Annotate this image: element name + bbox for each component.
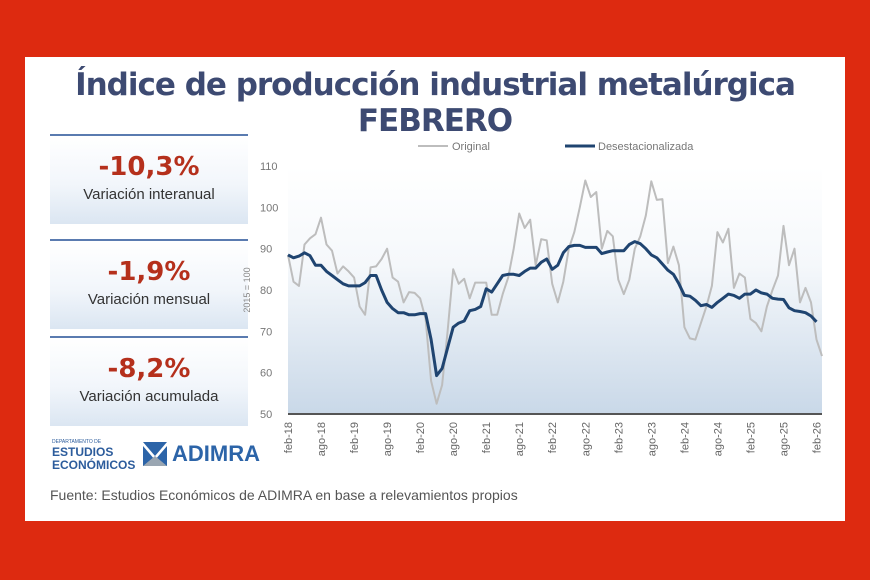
series-line-original [287, 179, 823, 405]
x-tick-label: ago-19 [382, 422, 394, 456]
legend-label: Original [452, 141, 490, 153]
kpi-value: -10,3% [98, 152, 200, 182]
x-tick-label: ago-18 [316, 422, 328, 456]
kpi-label: Variación acumulada [79, 388, 219, 405]
y-tick-label: 110 [260, 161, 278, 173]
y-tick-label: 80 [260, 285, 272, 297]
source-note: Fuente: Estudios Económicos de ADIMRA en… [50, 487, 518, 503]
x-tick-label: feb-23 [613, 422, 625, 453]
x-tick-label: ago-22 [580, 422, 592, 456]
x-tick-label: ago-23 [646, 422, 658, 456]
kpi-label: Variación interanual [83, 186, 215, 203]
x-tick-label: ago-24 [712, 422, 724, 456]
kpi-acumulada: -8,2% Variación acumulada [50, 336, 248, 426]
x-tick-label: ago-20 [448, 422, 460, 456]
x-tick-label: feb-20 [415, 422, 427, 453]
y-tick-label: 100 [260, 202, 278, 214]
kpi-mensual: -1,9% Variación mensual [50, 239, 248, 329]
x-tick-label: ago-25 [778, 422, 790, 456]
series-line-desestacionalizada [287, 240, 818, 378]
kpi-value: -8,2% [107, 354, 191, 384]
legend-label: Desestacionalizada [598, 141, 694, 153]
adimra-logo: ADIMRA [143, 441, 260, 467]
y-tick-label: 70 [260, 326, 272, 338]
x-tick-label: feb-26 [811, 422, 823, 453]
y-tick-label: 50 [260, 409, 272, 421]
page-title: Índice de producción industrial metalúrg… [75, 67, 796, 139]
y-axis-label: 2015 = 100 [242, 267, 252, 312]
x-tick-label: ago-21 [514, 422, 526, 456]
x-tick-label: feb-22 [547, 422, 559, 453]
y-tick-label: 60 [260, 368, 272, 380]
x-tick-label: feb-21 [481, 422, 493, 453]
kpi-interanual: -10,3% Variación interanual [50, 134, 248, 224]
x-tick-label: feb-25 [745, 422, 757, 453]
x-tick-label: feb-24 [679, 422, 691, 453]
kpi-label: Variación mensual [87, 291, 211, 308]
y-tick-label: 90 [260, 244, 272, 256]
adimra-logo-icon [143, 442, 167, 466]
x-tick-label: feb-18 [283, 422, 295, 453]
estudios-economicos-logo: DEPARTAMENTO DE ESTUDIOS ECONÓMICOS [52, 439, 136, 472]
kpi-value: -1,9% [107, 257, 191, 287]
x-tick-label: feb-19 [349, 422, 361, 453]
